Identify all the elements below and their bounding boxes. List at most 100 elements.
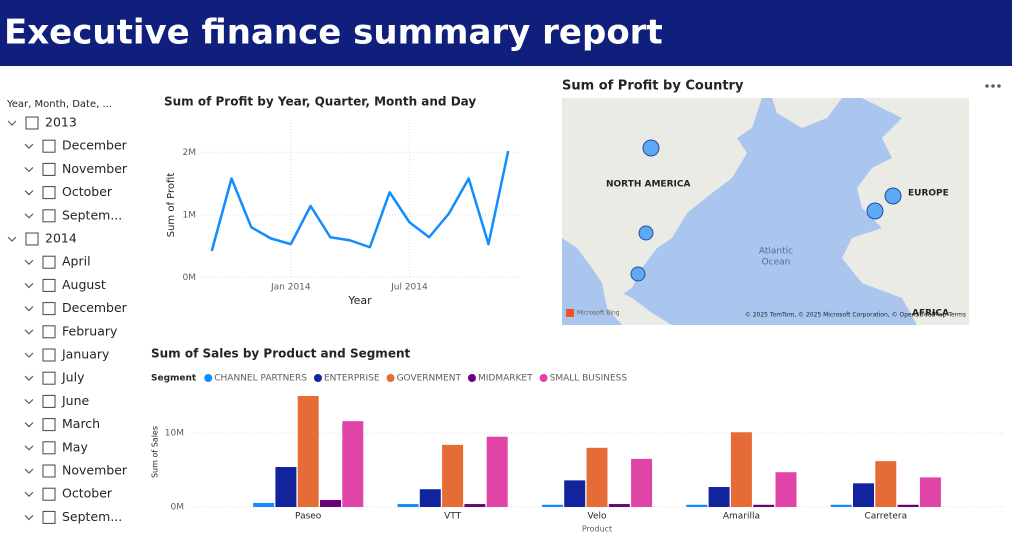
bar[interactable] [708,487,730,507]
checkbox[interactable] [42,278,56,292]
map-attribution[interactable]: © 2025 TomTom, © 2025 Microsoft Corporat… [745,312,966,319]
slicer-item[interactable]: 2014 [45,231,77,246]
bar[interactable] [541,504,563,507]
checkbox[interactable] [42,464,56,478]
legend-label[interactable]: CHANNEL PARTNERS [214,374,307,384]
bar[interactable] [897,504,919,507]
expand-chevron[interactable] [7,120,17,126]
slicer-item[interactable]: July [61,370,85,385]
bar[interactable] [586,447,608,507]
bar[interactable] [320,499,341,507]
checkbox[interactable] [42,209,56,223]
legend-label[interactable]: ENTERPRISE [324,374,380,384]
slicer-item[interactable]: November [62,161,128,176]
slicer-item[interactable]: May [62,439,88,454]
slicer-item[interactable]: January [61,347,110,362]
bar[interactable] [730,432,752,507]
bar[interactable] [830,504,852,507]
bar[interactable] [442,444,464,507]
checkbox[interactable] [42,441,56,455]
bar[interactable] [919,477,941,507]
more-options[interactable] [985,84,1001,88]
map-bubbles[interactable] [630,139,902,282]
expand-chevron[interactable] [7,236,17,242]
legend-swatch[interactable] [313,374,322,382]
y-tick-label: 2M [183,148,197,158]
slicer-item[interactable]: June [61,393,90,408]
map-label: EUROPE [908,189,949,199]
legend-title: Segment [151,374,197,384]
bar[interactable] [775,472,797,507]
legend-swatch[interactable] [386,374,395,382]
checkbox[interactable] [25,116,39,130]
expand-chevron[interactable] [24,306,34,312]
expand-chevron[interactable] [24,213,34,219]
checkbox[interactable] [25,232,39,246]
bar[interactable] [753,504,775,507]
legend-swatch[interactable] [204,374,213,382]
bar[interactable] [631,458,653,507]
bar[interactable] [419,489,441,507]
bar[interactable] [397,504,419,507]
bing-logo [566,309,574,317]
bar[interactable] [342,421,364,507]
checkbox[interactable] [42,394,56,408]
bar[interactable] [608,504,630,507]
checkbox[interactable] [42,510,56,524]
expand-chevron[interactable] [24,422,34,428]
slicer-item[interactable]: October [62,184,113,199]
slicer-item[interactable]: December [62,300,128,315]
expand-chevron[interactable] [24,259,34,266]
checkbox[interactable] [42,418,56,432]
legend-label[interactable]: GOVERNMENT [397,374,462,384]
checkbox[interactable] [42,302,56,316]
expand-chevron[interactable] [24,468,34,474]
bar[interactable] [464,504,486,507]
bar[interactable] [275,467,297,507]
expand-chevron[interactable] [24,329,34,335]
bar[interactable] [486,436,508,507]
legend-swatch[interactable] [467,374,476,382]
slicer-item[interactable]: December [62,138,128,153]
slicer-item[interactable]: Septem... [62,509,122,524]
slicer-item[interactable]: 2013 [45,115,77,130]
checkbox[interactable] [42,371,56,385]
map-label: AFRICA [912,309,949,319]
slicer-item[interactable]: Septem... [62,207,122,222]
checkbox[interactable] [42,139,56,153]
checkbox[interactable] [42,186,56,200]
expand-chevron[interactable] [24,143,34,150]
checkbox[interactable] [42,348,56,362]
map[interactable] [562,98,969,325]
expand-chevron[interactable] [24,491,34,498]
x-tick-label: Paseo [295,512,322,522]
slicer-item[interactable]: April [62,254,91,269]
checkbox[interactable] [42,162,56,176]
slicer-item[interactable]: February [62,323,118,338]
bar[interactable] [297,396,319,507]
legend-swatch[interactable] [539,374,548,382]
y-tick-label: 1M [183,210,197,220]
slicer-item[interactable]: March [62,416,100,431]
slicer-item[interactable]: August [62,277,106,292]
expand-chevron[interactable] [24,375,34,382]
checkbox[interactable] [42,487,56,501]
expand-chevron[interactable] [24,166,34,173]
slicer-item[interactable]: October [62,486,113,501]
slicer-item[interactable]: November [62,463,128,478]
checkbox[interactable] [42,325,56,339]
bar[interactable] [853,483,874,507]
bar[interactable] [686,504,708,507]
bar[interactable] [875,461,897,507]
legend-label[interactable]: SMALL BUSINESS [550,374,628,384]
expand-chevron[interactable] [24,445,34,451]
expand-chevron[interactable] [24,190,34,196]
expand-chevron[interactable] [24,352,34,358]
expand-chevron[interactable] [24,282,34,289]
bar[interactable] [564,480,586,507]
expand-chevron[interactable] [24,514,34,521]
checkbox[interactable] [42,255,56,269]
expand-chevron[interactable] [24,398,34,405]
legend-label[interactable]: MIDMARKET [478,374,533,384]
bar[interactable] [253,503,275,507]
